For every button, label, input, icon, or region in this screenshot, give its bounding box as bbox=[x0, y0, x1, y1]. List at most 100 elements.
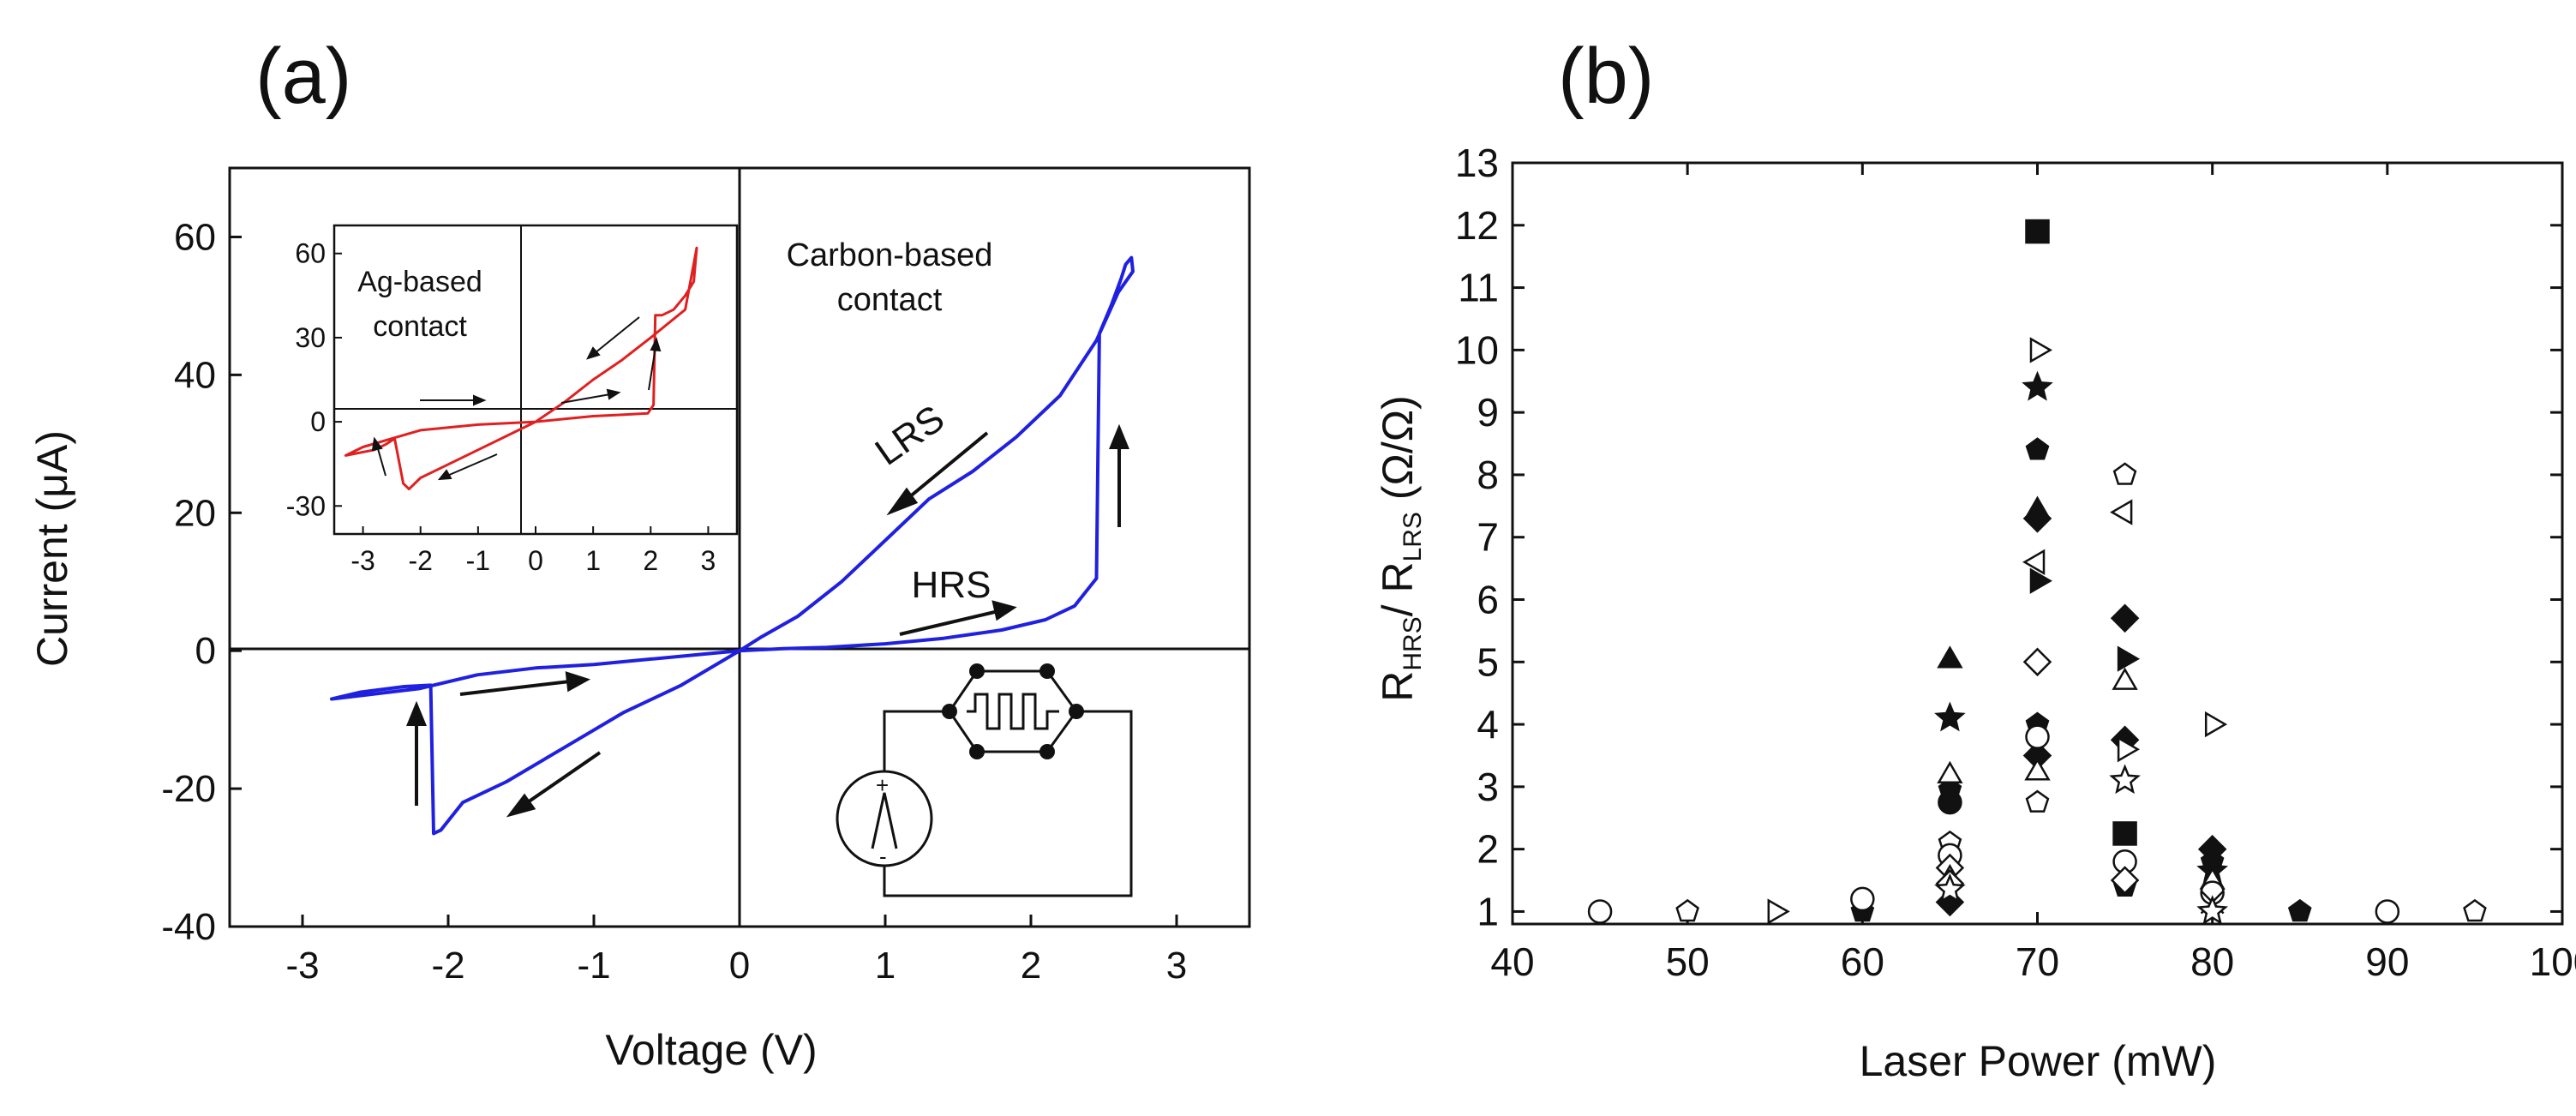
scatter-point-circle bbox=[1938, 789, 1962, 815]
scatter-point-triangle bbox=[1937, 645, 1963, 669]
x-tick-label: -2 bbox=[431, 945, 464, 987]
panel-a-arrows bbox=[406, 423, 1129, 818]
inset-x-ticks: -3 -2 -1 0 1 2 3 bbox=[350, 526, 716, 576]
panel-a-carbon-label-line2: contact bbox=[837, 282, 943, 318]
x-tick-label: -3 bbox=[285, 945, 319, 987]
scatter-point-star bbox=[2109, 764, 2141, 795]
scatter-point-diamond bbox=[2110, 866, 2140, 895]
panel-a-x-ticks: -3 -2 -1 0 1 2 3 bbox=[285, 915, 1187, 987]
panel-a-label: (a) bbox=[255, 33, 351, 120]
voltage-source bbox=[836, 770, 933, 867]
panel-a-y-ticks: -40 -20 0 20 40 60 bbox=[161, 216, 242, 948]
inset-y-tick-label: 30 bbox=[295, 322, 326, 353]
inset-x-tick-label: -1 bbox=[466, 545, 490, 576]
panel-b-y-label: RHRS/ RLRS (Ω/Ω) bbox=[1374, 395, 1427, 702]
y-tick-label: 8 bbox=[1477, 453, 1499, 497]
x-tick-label: 80 bbox=[2190, 939, 2234, 984]
x-tick-label: 2 bbox=[1021, 945, 1041, 987]
panel-a-x-label: Voltage (V) bbox=[605, 1026, 817, 1074]
arrow-right-negative bbox=[459, 671, 591, 696]
inset-label-line2: contact bbox=[373, 310, 467, 343]
x-tick-label: 1 bbox=[875, 945, 896, 987]
y-label-s1: HRS bbox=[1399, 616, 1427, 670]
x-tick-label: 60 bbox=[1841, 939, 1884, 984]
x-tick-label: 40 bbox=[1490, 939, 1534, 984]
scatter-point-pentagon bbox=[2463, 898, 2487, 922]
inset-x-tick-label: 1 bbox=[585, 545, 601, 576]
y-tick-label: 20 bbox=[174, 492, 216, 534]
scatter-point-triangle-right bbox=[2029, 337, 2052, 363]
panel-a-lrs-label: LRS bbox=[868, 398, 952, 474]
inset-y-tick-label: 0 bbox=[310, 406, 326, 437]
panel-a-y-label-mu: μ bbox=[28, 473, 76, 498]
y-tick-label: 12 bbox=[1455, 203, 1499, 248]
y-tick-label: -20 bbox=[161, 768, 216, 810]
scatter-point-square bbox=[2025, 219, 2050, 244]
y-tick-label: 1 bbox=[1477, 889, 1499, 933]
x-tick-label: -1 bbox=[577, 945, 610, 987]
scatter-point-diamond bbox=[2110, 603, 2140, 633]
scatter-point-triangle-right bbox=[2029, 567, 2052, 594]
scatter-point-triangle bbox=[2112, 667, 2138, 690]
scatter-point-triangle-left bbox=[2110, 499, 2133, 525]
panel-a-y-label: Current (μA) bbox=[28, 430, 76, 667]
voltage-source-plus: + bbox=[876, 772, 889, 798]
scatter-point-triangle-right bbox=[2204, 711, 2228, 738]
inset-y-ticks: -30 0 30 60 bbox=[286, 238, 342, 521]
y-label-slash: / R bbox=[1374, 561, 1422, 616]
scatter-point-star bbox=[2196, 895, 2228, 926]
scatter-point-triangle-right bbox=[1767, 898, 1790, 925]
arrow-lrs bbox=[886, 431, 989, 516]
panel-b-scatter-points bbox=[1587, 219, 2487, 926]
scatter-point-pentagon bbox=[2025, 437, 2050, 460]
scatter-point-triangle-right bbox=[2117, 645, 2141, 672]
y-label-r1: R bbox=[1374, 671, 1422, 702]
scatter-point-pentagon bbox=[2287, 898, 2312, 922]
arrow-up-left bbox=[406, 700, 427, 806]
panel-a-hrs-label: HRS bbox=[912, 564, 991, 606]
panel-a-carbon-curve bbox=[330, 255, 1135, 836]
y-tick-label: 0 bbox=[195, 630, 216, 672]
scatter-point-triangle bbox=[2024, 758, 2051, 781]
y-label-unit: (Ω/Ω) bbox=[1374, 395, 1422, 512]
scatter-point-triangle-left bbox=[2022, 549, 2046, 575]
y-tick-label: 40 bbox=[174, 354, 216, 396]
inset-x-tick-label: 0 bbox=[528, 545, 543, 576]
device-contacts bbox=[942, 663, 1084, 759]
inset-x-tick-label: 3 bbox=[701, 545, 716, 576]
scatter-point-circle bbox=[2025, 724, 2050, 749]
scatter-point-circle bbox=[1587, 899, 1613, 924]
y-label-s2: LRS bbox=[1399, 512, 1427, 561]
voltage-source-symbol bbox=[871, 792, 898, 849]
x-tick-label: 70 bbox=[2016, 939, 2059, 984]
panel-a-y-label-suffix: A) bbox=[28, 430, 76, 473]
scatter-point-triangle bbox=[1937, 760, 1963, 784]
inset-y-tick-label: 60 bbox=[295, 238, 326, 269]
panel-b-x-ticks: 40 50 60 70 80 90 100 bbox=[1490, 163, 2576, 984]
scatter-point-pentagon bbox=[2025, 789, 2050, 813]
y-tick-label: 2 bbox=[1477, 827, 1499, 872]
y-tick-label: 4 bbox=[1477, 702, 1499, 747]
scatter-point-star bbox=[1934, 873, 1966, 903]
y-tick-label: 13 bbox=[1455, 141, 1499, 185]
scatter-point-diamond bbox=[2022, 504, 2052, 533]
arrow-up-right bbox=[1109, 423, 1129, 527]
panel-a-inset: -3 -2 -1 0 1 2 3 -30 0 30 60 Ag-based contact bbox=[286, 224, 739, 576]
x-tick-label: 100 bbox=[2530, 939, 2576, 984]
panel-a-y-label-prefix: Current ( bbox=[28, 497, 76, 667]
inset-x-tick-label: -3 bbox=[350, 545, 374, 576]
y-tick-label: 6 bbox=[1477, 578, 1499, 622]
scatter-point-square bbox=[2112, 821, 2137, 846]
scatter-point-triangle-right bbox=[2117, 736, 2141, 763]
arrow-hrs bbox=[899, 600, 1017, 636]
panel-b-label: (b) bbox=[1558, 33, 1654, 120]
inset-arrows bbox=[371, 316, 662, 481]
y-tick-label: 3 bbox=[1477, 765, 1499, 809]
scatter-point-pentagon bbox=[2112, 462, 2137, 485]
scatter-point-circle bbox=[2375, 899, 2400, 924]
y-tick-label: 7 bbox=[1477, 515, 1499, 560]
